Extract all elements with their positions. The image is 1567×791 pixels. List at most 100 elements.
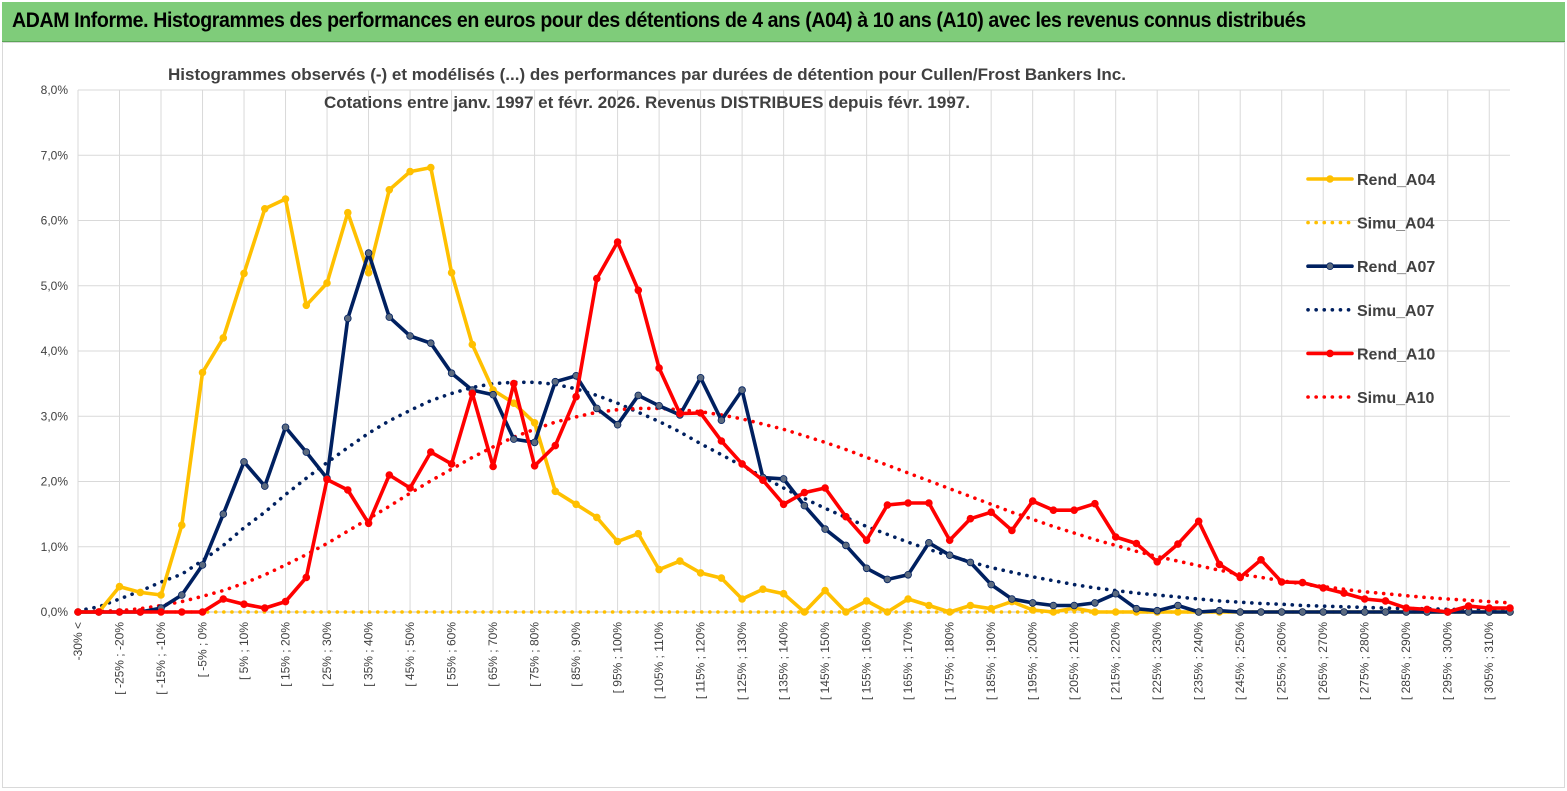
rend_a07-point bbox=[343, 314, 352, 323]
rend_a07-point bbox=[1319, 608, 1327, 616]
grid-lines bbox=[77, 89, 1510, 613]
rend_a04-point bbox=[904, 595, 912, 603]
rend_a10-point bbox=[1153, 557, 1161, 566]
rend_a10-point bbox=[1319, 584, 1327, 592]
x-tick-label: [ 65% ; 70% bbox=[486, 622, 500, 687]
x-tick-label: [ 115% ; 120% bbox=[694, 622, 708, 699]
x-tick-label: [ 145% ; 150% bbox=[818, 622, 832, 700]
y-tick-label: 8,0% bbox=[41, 83, 69, 97]
rend_a10-point bbox=[1277, 578, 1286, 586]
rend_a04-point bbox=[1049, 608, 1058, 616]
rend_a10-point bbox=[987, 508, 995, 517]
rend_a07-point bbox=[302, 448, 311, 456]
header-banner: ADAM Informe. Histogrammes des performan… bbox=[2, 2, 1565, 42]
rend_a07-point bbox=[1194, 608, 1203, 616]
rend_a10-point bbox=[1008, 526, 1016, 535]
rend_a04-point bbox=[530, 418, 539, 427]
x-tick-label: [ 15% ; 20% bbox=[279, 622, 293, 687]
legend: Rend_A04 Simu_A04 Rend_A07 Simu_A07 Rend_A10… bbox=[1306, 172, 1435, 407]
rend_a10-point bbox=[281, 597, 290, 606]
rend_a07-point bbox=[904, 570, 912, 579]
rend_a10-point bbox=[779, 500, 788, 509]
x-tick-label: [ 185% ; 190% bbox=[984, 622, 998, 700]
rend_a07-point bbox=[655, 401, 663, 410]
rend_a10-point bbox=[323, 475, 331, 484]
rend_a04-point bbox=[426, 163, 435, 172]
rend_a10-point bbox=[115, 608, 124, 616]
rend_a04-point bbox=[821, 586, 829, 595]
rend_a04-point bbox=[862, 597, 871, 605]
legend-label-simu_a10: Simu_A10 bbox=[1357, 390, 1434, 407]
rend_a07-point bbox=[219, 510, 228, 518]
x-tick-label: [ 125% ; 130% bbox=[735, 622, 749, 700]
rend_a10-point bbox=[945, 536, 954, 544]
rend_a10-point bbox=[1132, 539, 1141, 548]
rend_a04-point bbox=[468, 340, 477, 349]
rend_a10-point bbox=[572, 392, 580, 401]
legend-label-rend_a04: Rend_A04 bbox=[1357, 172, 1435, 189]
legend-marker-rend_a07 bbox=[1326, 262, 1334, 271]
rend_a10-point bbox=[260, 604, 269, 612]
rend_a10-point bbox=[592, 274, 601, 283]
rend_a07-point bbox=[862, 564, 871, 573]
rend_a10-point bbox=[821, 484, 829, 492]
rend_a10-point bbox=[1298, 578, 1307, 587]
rend_a07-point bbox=[842, 541, 850, 550]
rend_a10-point bbox=[696, 409, 705, 417]
rend_a10-point bbox=[136, 608, 145, 616]
rend_a04-point bbox=[925, 601, 933, 610]
x-tick-label: [ 75% ; 80% bbox=[528, 622, 542, 687]
rend_a10-point bbox=[74, 608, 82, 616]
rend_a07-line bbox=[76, 251, 1512, 614]
x-tick-label: [ 205% ; 210% bbox=[1067, 622, 1081, 700]
rend_a07-point bbox=[1008, 595, 1016, 603]
rend_a10-point bbox=[1464, 602, 1473, 610]
simu_a10-line bbox=[76, 406, 1512, 614]
rend_a07-point bbox=[1174, 601, 1182, 610]
x-tick-label: [ 35% ; 40% bbox=[362, 622, 376, 687]
rend_a07-point bbox=[509, 435, 518, 443]
x-tick-label: [ 95% ; 100% bbox=[611, 622, 625, 694]
rend_a07-point bbox=[1153, 606, 1161, 615]
legend-marker-rend_a04 bbox=[1326, 175, 1334, 183]
rend_a10-point bbox=[655, 364, 663, 372]
rend_a07-point bbox=[1028, 599, 1037, 607]
rend_a07-point bbox=[1091, 599, 1099, 607]
x-tick-label: [ 175% ; 180% bbox=[943, 622, 957, 700]
rend_a07-point bbox=[696, 373, 705, 382]
rend_a10-point bbox=[489, 462, 497, 471]
rend_a04-point bbox=[281, 195, 290, 203]
rend_a07-point bbox=[198, 561, 207, 569]
rend_a10-point bbox=[447, 460, 456, 468]
rend_a04-point bbox=[219, 334, 228, 342]
rend_a10-point bbox=[904, 499, 912, 507]
x-tick-label: [ 165% ; 170% bbox=[901, 622, 915, 700]
x-tick-label: [ 55% ; 60% bbox=[445, 622, 459, 687]
rend_a04-point bbox=[676, 557, 684, 565]
rend_a10-point bbox=[1111, 533, 1120, 541]
rend_a07-point bbox=[613, 420, 622, 429]
rend_a07-point bbox=[634, 391, 643, 400]
rend_a10-point bbox=[1236, 573, 1244, 582]
rend_a04-point bbox=[198, 368, 207, 377]
rend_a04-line bbox=[76, 165, 1512, 614]
rend_a10-point bbox=[1340, 589, 1348, 597]
series bbox=[74, 163, 1514, 616]
x-tick-label: [ -5% ; 0% bbox=[196, 622, 210, 678]
rend_a10-point bbox=[178, 608, 186, 616]
rend_a10-point bbox=[551, 441, 560, 450]
rend_a04-point bbox=[966, 601, 975, 610]
rend_a04-point bbox=[779, 589, 788, 598]
rend_a10-point bbox=[426, 448, 435, 456]
chart-subtitle: Cotations entre janv. 1997 et févr. 2026… bbox=[324, 93, 970, 112]
rend_a10-point bbox=[738, 460, 746, 468]
rend_a04-point bbox=[759, 585, 767, 593]
rend_a10-point bbox=[385, 471, 394, 479]
rend_a07-point bbox=[883, 575, 892, 584]
rend_a07-point bbox=[945, 551, 954, 559]
rend_a10-point bbox=[1257, 555, 1265, 564]
rend_a10-line bbox=[76, 240, 1512, 614]
y-tick-label: 5,0% bbox=[41, 279, 69, 293]
rend_a04-point bbox=[406, 167, 414, 176]
rend_a04-point bbox=[800, 608, 809, 616]
